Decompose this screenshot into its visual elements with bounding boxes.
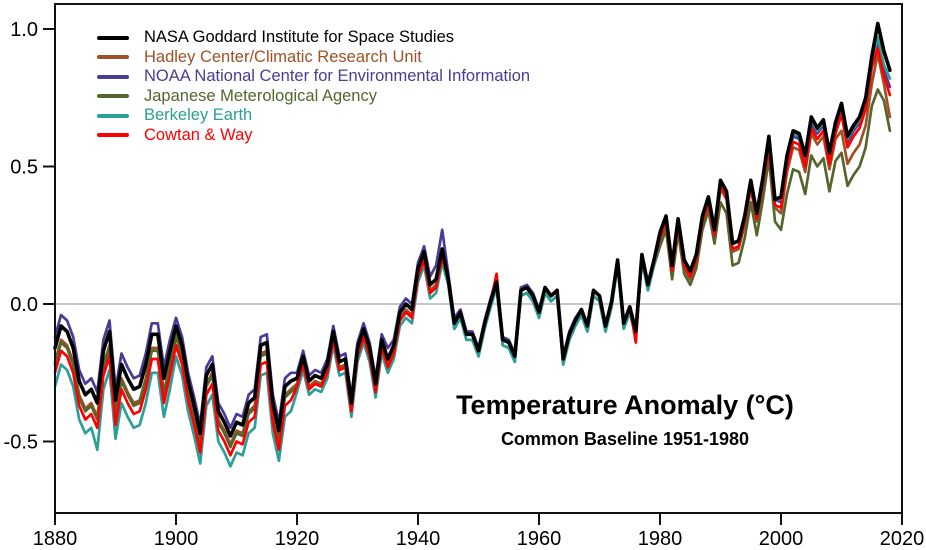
- legend-item-nasa-giss: NASA Goddard Institute for Space Studies: [97, 28, 530, 48]
- x-tick-label: 2020: [880, 528, 925, 550]
- legend-label: Japanese Meterological Agency: [144, 86, 377, 105]
- chart-subtitle: Common Baseline 1951-1980: [500, 429, 750, 449]
- legend-item-berkeley-earth: Berkeley Earth: [97, 106, 530, 126]
- x-tick-label: 2000: [759, 528, 804, 550]
- legend-label: NOAA National Center for Environmental I…: [144, 67, 531, 85]
- y-tick-label: 1.0: [10, 19, 38, 41]
- legend-line-swatch: [97, 55, 129, 60]
- legend-label: Cowtan & Way: [144, 125, 253, 144]
- y-tick-label: -0.5: [4, 432, 38, 454]
- legend-label: NASA Goddard Institute for Space Studies: [144, 28, 455, 46]
- legend-line-swatch: [97, 35, 129, 40]
- y-tick-label: 0.5: [10, 157, 38, 179]
- legend-line-swatch: [97, 94, 129, 99]
- chart-legend: NASA Goddard Institute for Space Studies…: [97, 28, 530, 145]
- legend-label: Hadley Center/Climatic Research Unit: [144, 47, 422, 66]
- legend-item-jma: Japanese Meterological Agency: [97, 87, 530, 107]
- chart-title-block: Temperature Anomaly (°C) Common Baseline…: [425, 390, 825, 450]
- x-tick-label: 1920: [275, 528, 320, 550]
- x-tick-label: 1940: [396, 528, 441, 550]
- legend-line-swatch: [97, 133, 129, 138]
- legend-item-cowtan-way: Cowtan & Way: [97, 126, 530, 146]
- y-tick-label: 0.0: [10, 294, 38, 316]
- x-tick-label: 1980: [638, 528, 683, 550]
- x-tick-label: 1960: [517, 528, 562, 550]
- chart-title: Temperature Anomaly (°C): [456, 390, 794, 420]
- legend-item-hadley-cru: Hadley Center/Climatic Research Unit: [97, 48, 530, 68]
- series-line-nasa-giss: [53, 21, 892, 438]
- x-tick-label: 1900: [154, 528, 199, 550]
- legend-line-swatch: [97, 113, 129, 118]
- legend-line-swatch: [97, 74, 129, 79]
- plot-border: [54, 3, 903, 514]
- x-tick-label: 1880: [33, 528, 78, 550]
- legend-label: Berkeley Earth: [144, 106, 253, 124]
- legend-item-noaa-ncei: NOAA National Center for Environmental I…: [97, 67, 530, 87]
